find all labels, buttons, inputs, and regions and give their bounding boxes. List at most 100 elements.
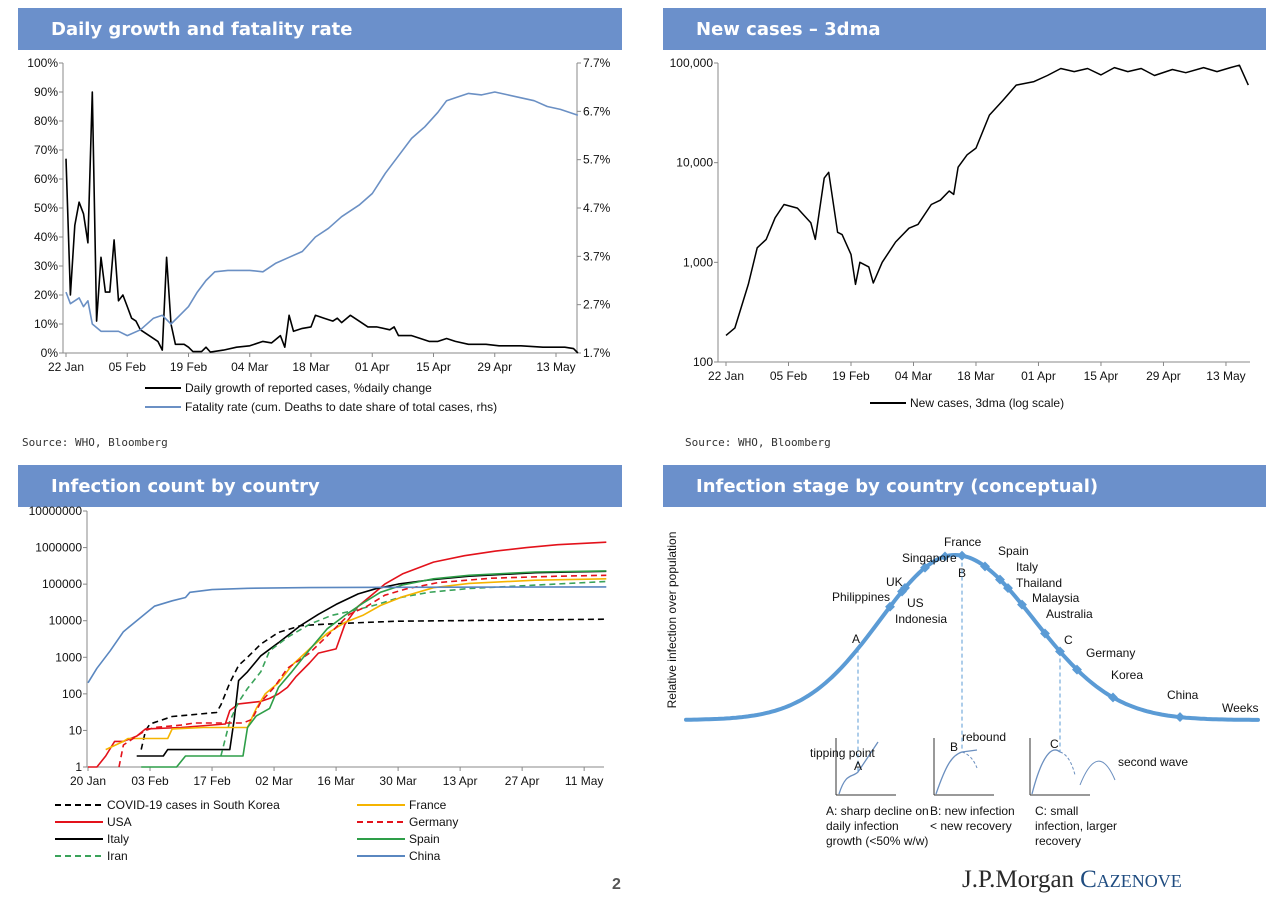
x-tick-label: 13 Apr	[443, 774, 478, 788]
y2-tick-label: 6.7%	[583, 104, 611, 118]
y-tick-label: 100,000	[670, 56, 714, 70]
stage-marker-icon	[940, 551, 950, 562]
series-line-iran	[220, 580, 607, 757]
y-tick-label: 10000	[49, 614, 83, 628]
inset-marker: A	[854, 759, 862, 773]
inset-caption: infection, larger	[1035, 819, 1117, 833]
legend-label: USA	[107, 815, 132, 829]
series-line-usa	[88, 541, 607, 768]
y-tick-label: 60%	[34, 172, 58, 186]
stage-marker-icon	[1175, 712, 1185, 723]
y-tick-label: 50%	[34, 201, 58, 215]
y2-tick-label: 3.7%	[583, 249, 611, 263]
country-label: Thailand	[1016, 576, 1062, 590]
inset-marker: C	[1050, 737, 1059, 751]
x-tick-label: 30 Mar	[379, 774, 416, 788]
jpmorgan-cazenove-logo: J.P.Morgan Cazenove	[962, 866, 1182, 894]
inset-dashed-curve	[961, 751, 978, 769]
y2-tick-label: 4.7%	[583, 201, 611, 215]
y-tick-label: 1000000	[35, 541, 82, 555]
inset-caption: C: small	[1035, 804, 1078, 818]
series-line-new-cases-3dma-log-scale-	[725, 64, 1249, 336]
x-tick-label: 03 Feb	[131, 774, 169, 788]
stage-marker-icon	[1108, 692, 1118, 703]
country-label: China	[1167, 688, 1199, 702]
stage-marker-icon	[980, 561, 990, 572]
x-tick-label: 04 Mar	[231, 360, 268, 374]
stage-marker-icon	[995, 574, 1005, 585]
stage-marker-icon	[1003, 583, 1013, 594]
series-line-fatality-rate-cum-deaths-to-date-share-of-total-cases-rhs-	[65, 91, 579, 337]
inset-caption: recovery	[1035, 834, 1081, 848]
inset-curve	[935, 749, 978, 795]
panel-title-new-cases: New cases – 3dma	[663, 8, 1266, 50]
country-label: US	[907, 596, 924, 610]
y2-tick-label: 1.7%	[583, 346, 611, 360]
y-tick-label: 1	[75, 760, 82, 774]
x-tick-label: 13 May	[1206, 369, 1245, 383]
series-line-france	[105, 578, 607, 751]
x-tick-label: 01 Apr	[355, 360, 390, 374]
x-tick-label: 19 Feb	[832, 369, 870, 383]
infection-curve	[684, 552, 1260, 722]
inset-caption: B: new infection	[930, 804, 1015, 818]
inset-dashed-curve	[1059, 751, 1076, 776]
legend-label: China	[409, 849, 441, 863]
series-line-germany	[118, 574, 607, 768]
y-tick-label: 0%	[41, 346, 59, 360]
inset-label: second wave	[1118, 755, 1188, 769]
inset-caption: growth (<50% w/w)	[826, 834, 928, 848]
legend-label: Germany	[409, 815, 458, 829]
x-tick-label: 29 Apr	[1146, 369, 1181, 383]
panel-title-infection-count: Infection count by country	[18, 465, 622, 507]
legend-label: Daily growth of reported cases, %daily c…	[185, 381, 432, 395]
stage-marker-icon	[1040, 628, 1050, 639]
x-tick-label: 04 Mar	[895, 369, 932, 383]
y-tick-label: 100%	[27, 56, 58, 70]
x-tick-label: 20 Jan	[70, 774, 106, 788]
stage-marker-icon	[1017, 599, 1027, 610]
y2-tick-label: 2.7%	[583, 298, 611, 312]
country-label: UK	[886, 575, 903, 589]
y-tick-label: 40%	[34, 230, 58, 244]
country-label: France	[944, 535, 982, 549]
country-label: Germany	[1086, 646, 1135, 660]
y-tick-label: 90%	[34, 85, 58, 99]
inset-label: tipping point	[810, 746, 875, 760]
y-tick-label: 10	[69, 723, 83, 737]
y-tick-label: 10,000	[676, 156, 713, 170]
legend-label: COVID-19 cases in South Korea	[107, 798, 280, 812]
legend-label: Iran	[107, 849, 128, 863]
y-tick-label: 100	[693, 355, 713, 369]
country-label: Italy	[1016, 560, 1038, 574]
y-tick-label: 1,000	[683, 255, 713, 269]
y2-tick-label: 7.7%	[583, 56, 611, 70]
legend-label: Spain	[409, 832, 440, 846]
x-tick-label: 19 Feb	[170, 360, 208, 374]
country-label: Australia	[1046, 607, 1093, 621]
second-wave-curve	[1079, 760, 1116, 786]
x-tick-label: 16 Mar	[317, 774, 354, 788]
stage-marker-icon	[885, 601, 895, 612]
stage-marker-icon	[920, 562, 930, 573]
x-tick-label: 13 May	[536, 360, 575, 374]
y2-tick-label: 5.7%	[583, 153, 611, 167]
x-tick-label: 05 Feb	[109, 360, 147, 374]
y-tick-label: 10000000	[29, 504, 83, 518]
y-tick-label: 70%	[34, 143, 58, 157]
y-tick-label: 100000	[42, 577, 82, 591]
source-note: Source: WHO, Bloomberg	[22, 436, 168, 449]
country-label: Philippines	[832, 590, 890, 604]
country-label: Malaysia	[1032, 591, 1080, 605]
x-tick-label: 05 Feb	[770, 369, 808, 383]
y-tick-label: 30%	[34, 259, 58, 273]
legend-label: Italy	[107, 832, 129, 846]
y-tick-label: 100	[62, 687, 82, 701]
y-tick-label: 10%	[34, 317, 58, 331]
x-axis-label: Weeks	[1222, 701, 1258, 715]
inset-label: rebound	[962, 730, 1006, 744]
y-tick-label: 20%	[34, 288, 58, 302]
country-label: Spain	[998, 544, 1029, 558]
x-tick-label: 17 Feb	[193, 774, 231, 788]
x-tick-label: 18 Mar	[292, 360, 329, 374]
